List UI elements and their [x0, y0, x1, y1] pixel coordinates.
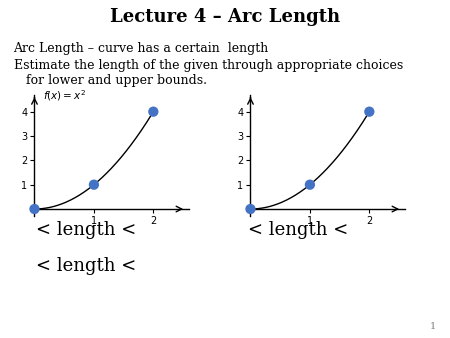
Point — [31, 206, 38, 212]
Text: Arc Length – curve has a certain  length: Arc Length – curve has a certain length — [14, 42, 269, 55]
Text: < length <: < length < — [248, 221, 348, 239]
Point — [150, 109, 157, 114]
Point — [306, 182, 314, 187]
Point — [247, 206, 254, 212]
Text: < length <: < length < — [36, 257, 136, 275]
Text: Lecture 4 – Arc Length: Lecture 4 – Arc Length — [110, 8, 340, 26]
Point — [366, 109, 373, 114]
Text: 1: 1 — [430, 322, 436, 331]
Text: Estimate the length of the given through appropriate choices
   for lower and up: Estimate the length of the given through… — [14, 59, 403, 87]
Text: < length <: < length < — [36, 221, 136, 239]
Text: $f(x) = x^2$: $f(x) = x^2$ — [43, 88, 86, 103]
Point — [90, 182, 98, 187]
